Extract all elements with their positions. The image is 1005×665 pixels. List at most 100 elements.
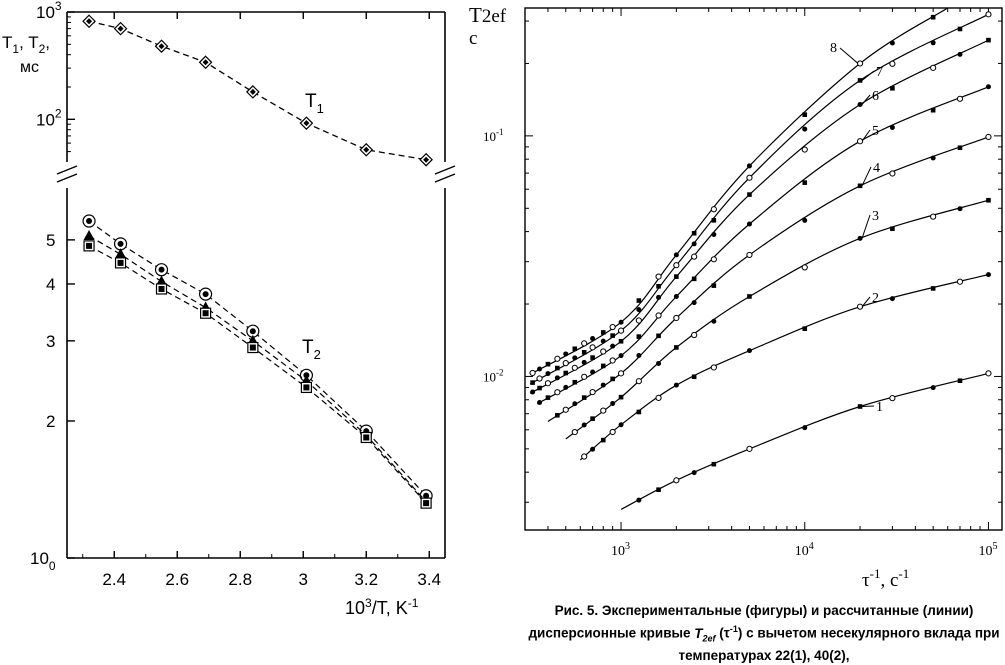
- curve-3-point: [674, 345, 679, 350]
- curve-label-3: 3: [872, 209, 879, 224]
- t2-curve-label: T2: [302, 337, 321, 362]
- dispersion-curve-6: [529, 39, 989, 394]
- curve-label-leader: [862, 405, 875, 408]
- curve-3-point: [610, 401, 616, 407]
- curve-4-point: [673, 314, 680, 322]
- curve-8-point: [636, 298, 642, 303]
- curve-label-4: 4: [873, 161, 880, 176]
- curve-label-leader: [839, 47, 859, 64]
- tick-base: 10: [483, 369, 496, 384]
- curve-2-point: [590, 446, 596, 452]
- curve-3-point: [656, 360, 662, 366]
- curve-label-leader: [861, 94, 871, 105]
- curve-6-point: [656, 294, 662, 300]
- curve-5-point: [636, 334, 642, 339]
- t1-curve-label: T1: [305, 91, 324, 116]
- left-lower-y-tick-label: 4: [46, 275, 55, 294]
- curve-7-point: [957, 26, 963, 32]
- curve-8-point: [590, 336, 596, 342]
- curve-7-point: [600, 338, 606, 344]
- curve-label-leader: [861, 296, 871, 307]
- curve-6-point: [571, 364, 578, 371]
- curve-4-point: [889, 170, 896, 177]
- curve-6-point: [635, 317, 642, 324]
- curve-5-point: [581, 373, 588, 380]
- curve-2-point: [581, 453, 588, 460]
- curve-5-point: [590, 369, 596, 375]
- t2-square-point-core: [202, 310, 209, 317]
- curve-4-point: [656, 333, 661, 339]
- curve-5-point: [691, 276, 697, 282]
- t1-point-core: [249, 88, 256, 95]
- curve-7-point: [636, 307, 642, 313]
- curve-4-point: [857, 183, 863, 189]
- right-x-label-xlabel_mid: , c: [880, 570, 898, 591]
- curve-1-point: [889, 395, 896, 402]
- curve-3-point: [590, 416, 595, 421]
- curve-4-point: [711, 283, 717, 288]
- curve-2-point: [930, 286, 936, 291]
- curve-5-point: [746, 221, 752, 227]
- curve-1-point: [985, 370, 992, 377]
- curve-4-point: [957, 145, 963, 151]
- curve-label-6: 6: [872, 89, 879, 104]
- t2-square-point-core: [303, 384, 310, 391]
- curve-8-point: [554, 355, 561, 362]
- curve-4-point: [802, 217, 808, 223]
- curve-3-point: [801, 264, 808, 271]
- curve-3-point: [890, 226, 895, 232]
- curve-8-point: [746, 163, 752, 169]
- tick-exp: 4: [809, 541, 814, 552]
- curve-label-8: 8: [830, 41, 837, 56]
- t1-point-core: [423, 156, 430, 163]
- left-x-axis-label: 103/T, K-1: [345, 596, 419, 618]
- curve-3-point: [986, 197, 991, 203]
- curve-1-point: [656, 487, 661, 493]
- tick-exp: 3: [625, 541, 630, 552]
- curve-2-point: [618, 422, 624, 428]
- curve-8-point: [710, 206, 717, 213]
- curve-7-point: [857, 78, 863, 83]
- caption-arg-open: (τ: [715, 625, 730, 641]
- curve-8-point: [581, 340, 588, 347]
- axis-break-mark-right: [434, 165, 456, 175]
- left-y-axis-unit: мс: [20, 59, 39, 76]
- curve-2-point: [609, 428, 616, 436]
- curve-7-point: [581, 349, 587, 355]
- curve-6-point: [890, 85, 895, 91]
- curve-1-point: [802, 425, 808, 431]
- curve-1-point: [857, 404, 863, 409]
- t2-square-point-core: [86, 242, 93, 249]
- t2-circle-point-core: [117, 240, 124, 247]
- curve-2-point: [802, 326, 808, 331]
- caption-arg-sup: -1: [729, 624, 738, 634]
- curve-3-point: [930, 213, 937, 220]
- curve-1-point: [746, 445, 753, 452]
- curve-5-point: [537, 399, 543, 405]
- right-x-label-xlabel_tau: τ: [862, 570, 870, 591]
- curve-6-point: [610, 343, 616, 349]
- tick-exp: 0: [49, 559, 56, 573]
- caption-t-sub: 2ef: [702, 633, 716, 644]
- curve-4-point: [610, 376, 615, 382]
- curve-8-point: [655, 273, 662, 280]
- left-y-axis-title: T1, T2,: [2, 33, 50, 56]
- left-lower-y-tick-label: 2: [46, 412, 55, 431]
- tick-base: 10: [483, 129, 496, 144]
- left-x-tick-label: 2.8: [228, 570, 252, 589]
- left-upper-y-tick-label: 102: [36, 106, 62, 129]
- curve-2-point: [691, 374, 697, 380]
- curve-6-point: [618, 338, 624, 344]
- curve-6-point: [590, 355, 595, 360]
- curve-1-point: [930, 385, 936, 391]
- curve-7-point: [802, 126, 808, 132]
- curve-6-point: [986, 37, 991, 43]
- curve-6-point: [554, 375, 560, 381]
- curve-7-point: [691, 241, 697, 247]
- curve-8-point: [673, 252, 679, 258]
- curve-8-point: [930, 14, 936, 20]
- tick-exp: 5: [992, 541, 997, 552]
- right-y-tick-label: 10-1: [483, 127, 504, 144]
